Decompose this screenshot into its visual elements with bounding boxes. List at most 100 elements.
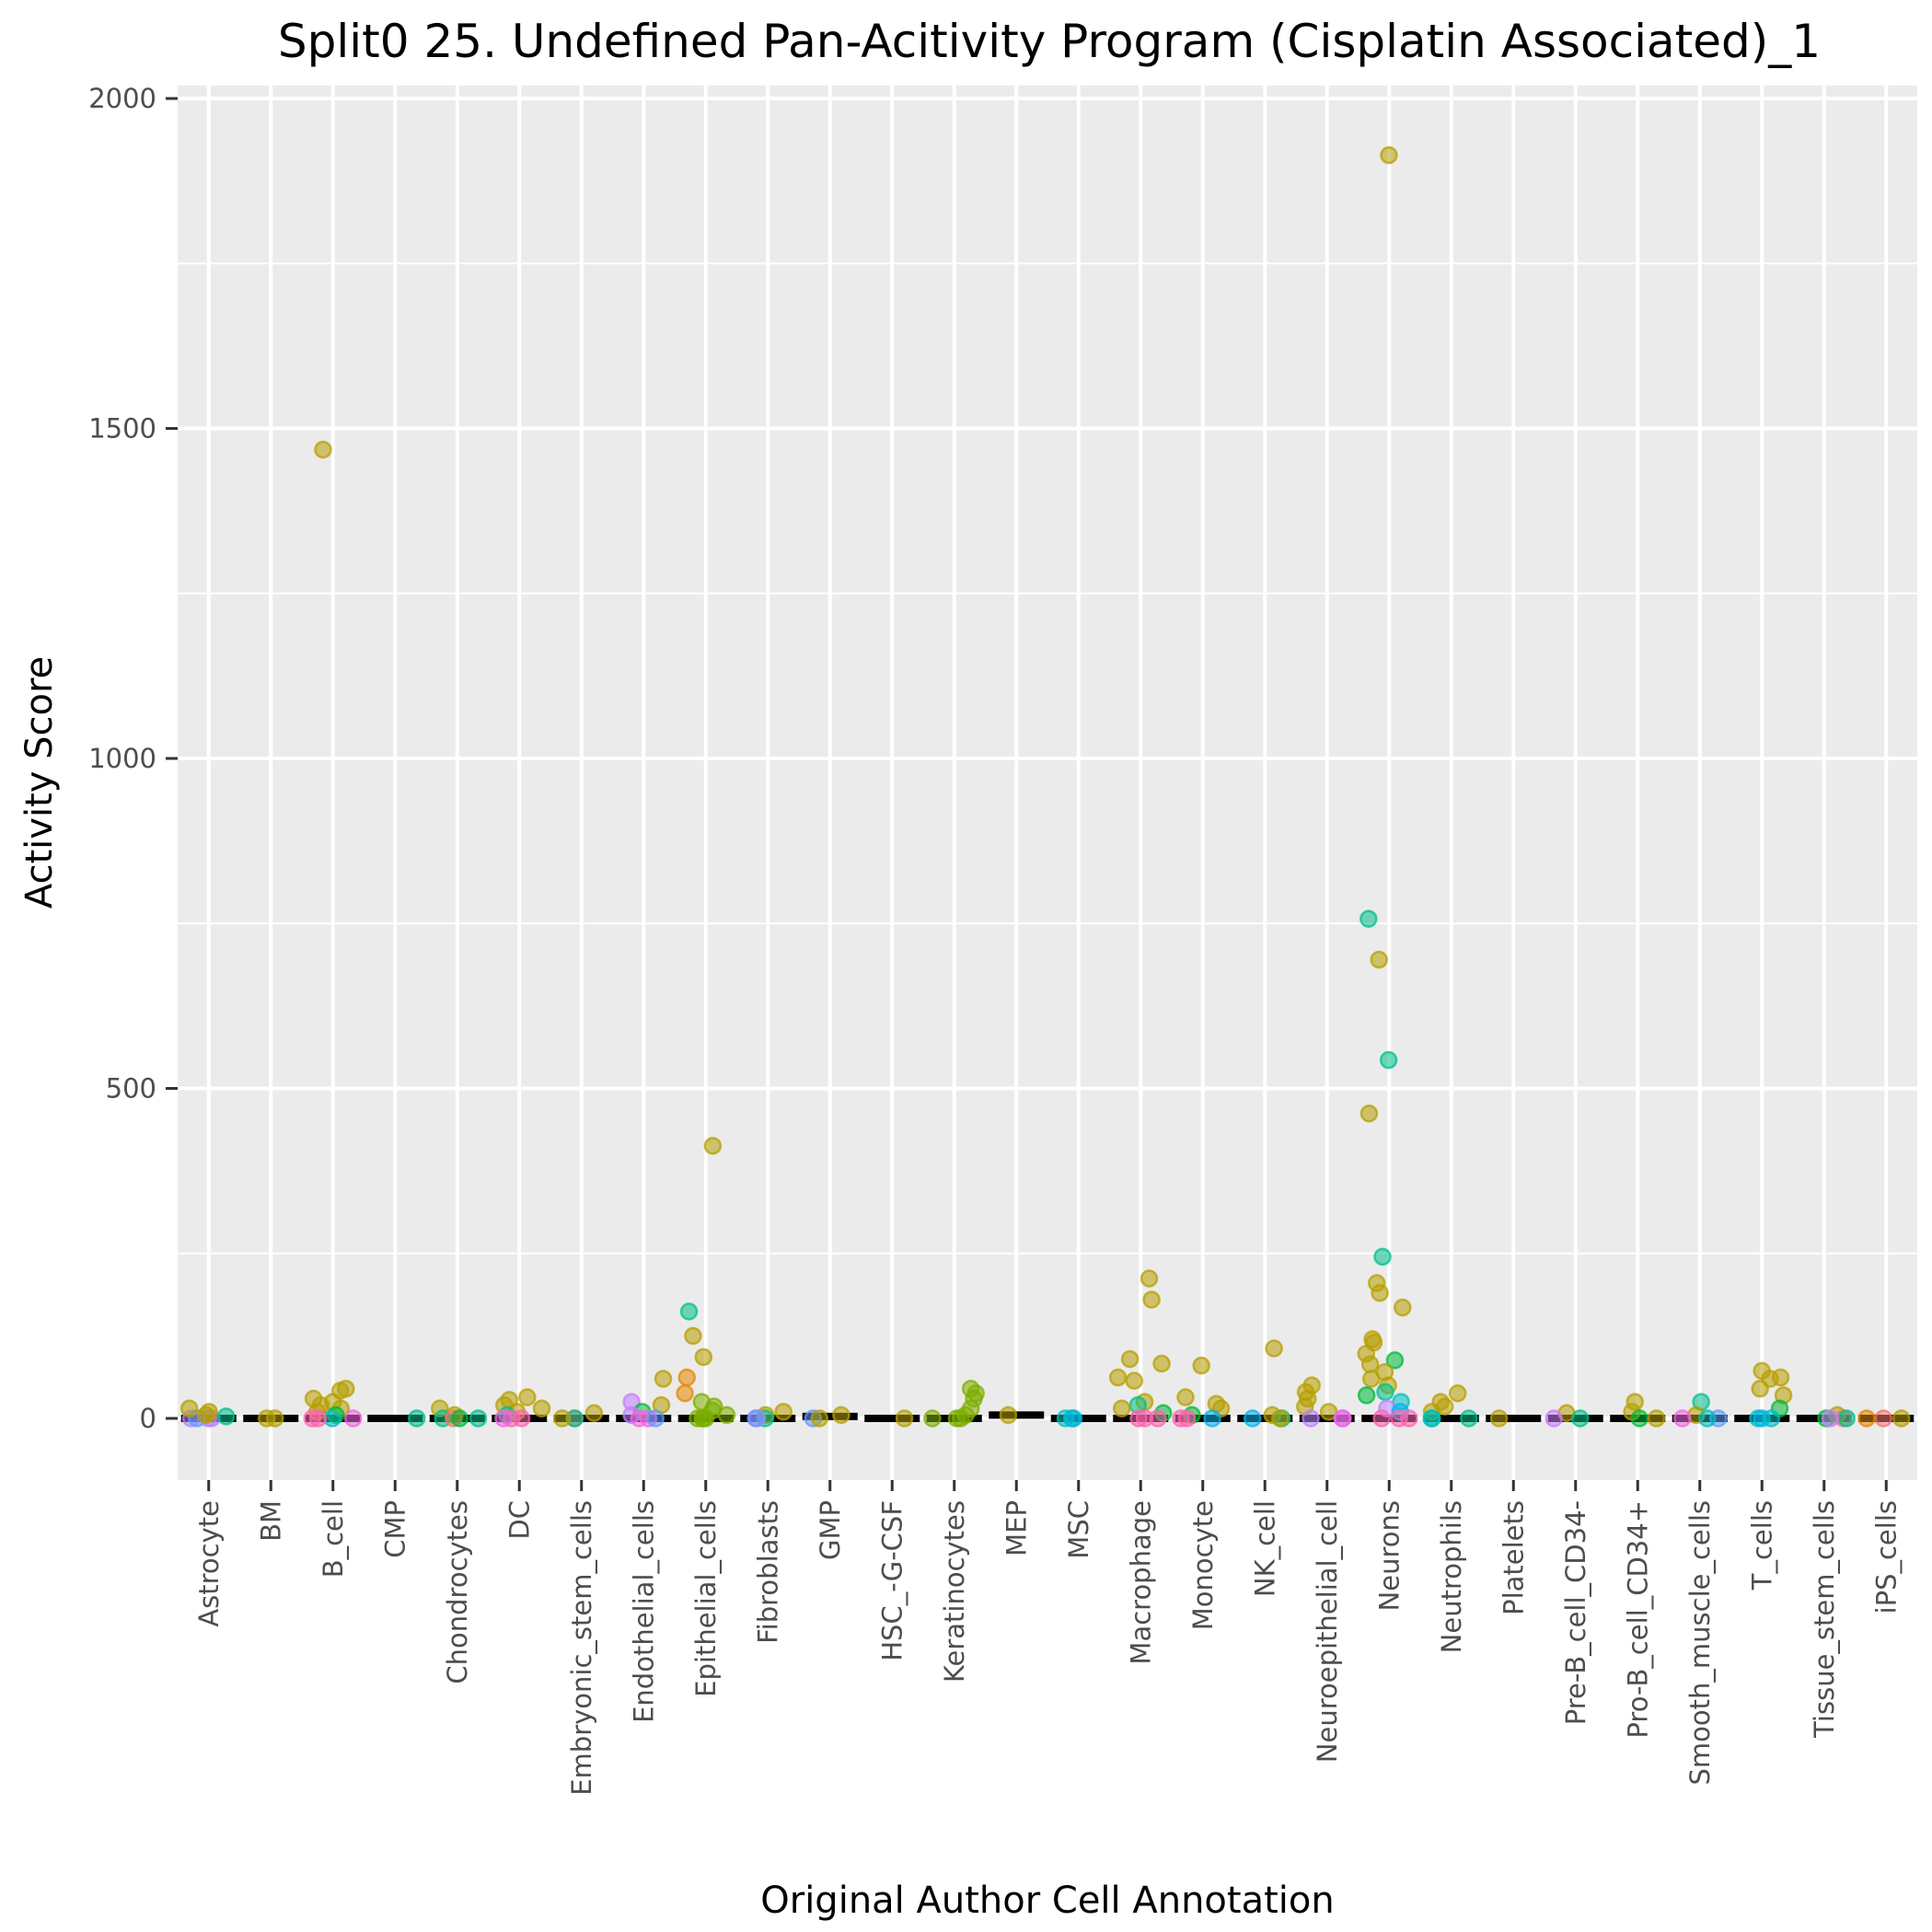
data-point — [1821, 1409, 1840, 1428]
data-point — [1203, 1409, 1221, 1428]
data-point — [1192, 1356, 1210, 1375]
data-point — [1489, 1409, 1509, 1428]
x-tick-label: Neutrophils — [1436, 1500, 1467, 1653]
x-tick-label: NK_cell — [1249, 1500, 1280, 1597]
data-point — [343, 1409, 363, 1428]
x-tick-label: MEP — [1001, 1500, 1032, 1556]
data-point — [1751, 1379, 1769, 1398]
x-tick-label: Neuroepithelial_cell — [1312, 1500, 1343, 1763]
data-point — [1385, 1351, 1405, 1370]
data-point — [1376, 1382, 1394, 1402]
data-point — [1135, 1409, 1154, 1428]
data-point — [584, 1404, 604, 1423]
y-tick-label: 500 — [106, 1073, 156, 1105]
x-tick-label: Embryonic_stem_cells — [566, 1500, 597, 1796]
data-point — [1647, 1409, 1666, 1428]
x-tick-label: Platelets — [1498, 1500, 1529, 1615]
data-point — [1380, 145, 1398, 165]
data-point — [654, 1370, 673, 1388]
x-tick-label: GMP — [815, 1500, 846, 1560]
x-tick-label: Epithelial_cells — [690, 1500, 722, 1697]
data-point — [1371, 1284, 1389, 1302]
data-point — [1361, 1370, 1381, 1388]
grid-lines — [178, 86, 1917, 1480]
data-point — [216, 1407, 236, 1426]
data-point — [1152, 1354, 1171, 1373]
data-point — [832, 1406, 850, 1425]
data-point — [694, 1348, 713, 1367]
data-point — [1422, 1409, 1440, 1428]
data-point — [1064, 1409, 1083, 1428]
data-point — [1125, 1371, 1143, 1390]
data-point — [1460, 1409, 1478, 1428]
data-point — [703, 1137, 723, 1155]
data-point — [646, 1409, 665, 1428]
data-point — [677, 1368, 697, 1387]
x-tick-label: iPS_cells — [1870, 1500, 1902, 1614]
x-tick-label: Endothelial_cells — [628, 1500, 659, 1723]
data-point — [774, 1403, 792, 1421]
x-tick-label: Smooth_muscle_cells — [1684, 1500, 1716, 1785]
data-point — [1265, 1339, 1283, 1358]
x-tick-label: B_cell — [318, 1500, 349, 1578]
data-point — [200, 1403, 218, 1421]
chart-title: Split0 25. Undefined Pan-Acitivity Progr… — [278, 15, 1821, 68]
data-point — [1837, 1409, 1856, 1428]
data-point — [518, 1388, 537, 1406]
y-tick-label: 1500 — [88, 413, 156, 445]
data-point — [450, 1409, 469, 1428]
data-point — [1370, 950, 1388, 969]
data-point — [1177, 1409, 1197, 1428]
data-point — [1140, 1269, 1159, 1288]
data-point — [469, 1409, 488, 1428]
data-point — [1448, 1384, 1467, 1403]
data-point — [1243, 1409, 1262, 1428]
data-point — [314, 440, 332, 459]
x-tick-label: MSC — [1063, 1500, 1094, 1559]
data-point — [1544, 1409, 1563, 1428]
data-point — [746, 1409, 765, 1428]
plot-panel — [178, 86, 1917, 1480]
data-point — [1357, 1386, 1376, 1405]
x-tick-label: CMP — [379, 1500, 411, 1558]
data-point — [1394, 1298, 1412, 1317]
data-point — [679, 1302, 699, 1321]
data-point — [532, 1399, 551, 1417]
data-point — [1673, 1409, 1692, 1428]
data-point — [895, 1409, 914, 1428]
data-point — [1571, 1409, 1590, 1428]
data-point — [1120, 1349, 1140, 1369]
data-point — [810, 1409, 829, 1428]
data-point — [407, 1409, 426, 1428]
data-point — [923, 1409, 942, 1428]
y-axis-title: Activity Score — [18, 656, 61, 908]
data-point — [1630, 1409, 1649, 1428]
x-tick-label: Monocyte — [1187, 1500, 1219, 1630]
data-point — [947, 1409, 966, 1428]
y-tick-label: 0 — [140, 1403, 156, 1434]
data-point — [179, 1399, 199, 1417]
data-point — [1698, 1409, 1717, 1428]
x-tick-label: HSC_-G-CSF — [876, 1500, 908, 1661]
x-tick-label: DC — [503, 1500, 535, 1540]
data-point — [717, 1406, 736, 1425]
data-point — [1360, 1355, 1380, 1373]
x-tick-label: Pro-B_cell_CD34+ — [1622, 1500, 1653, 1739]
data-points — [179, 145, 1911, 1428]
data-point — [1379, 1050, 1398, 1070]
data-point — [1176, 1388, 1195, 1406]
x-tick-label: Neurons — [1373, 1500, 1405, 1611]
data-point — [1301, 1409, 1320, 1428]
data-point — [1108, 1368, 1128, 1387]
data-point — [1390, 1409, 1408, 1428]
data-point — [999, 1406, 1018, 1425]
x-tick-label: Macrophage — [1125, 1500, 1156, 1665]
y-tick-label: 2000 — [88, 83, 156, 114]
x-tick-label: Astrocyte — [193, 1500, 225, 1627]
data-point — [494, 1409, 513, 1428]
x-tick-label: Tissue_stem_cells — [1809, 1500, 1840, 1739]
data-point — [1142, 1290, 1161, 1309]
data-point — [676, 1384, 694, 1403]
x-tick-label: T_cells — [1746, 1500, 1777, 1591]
